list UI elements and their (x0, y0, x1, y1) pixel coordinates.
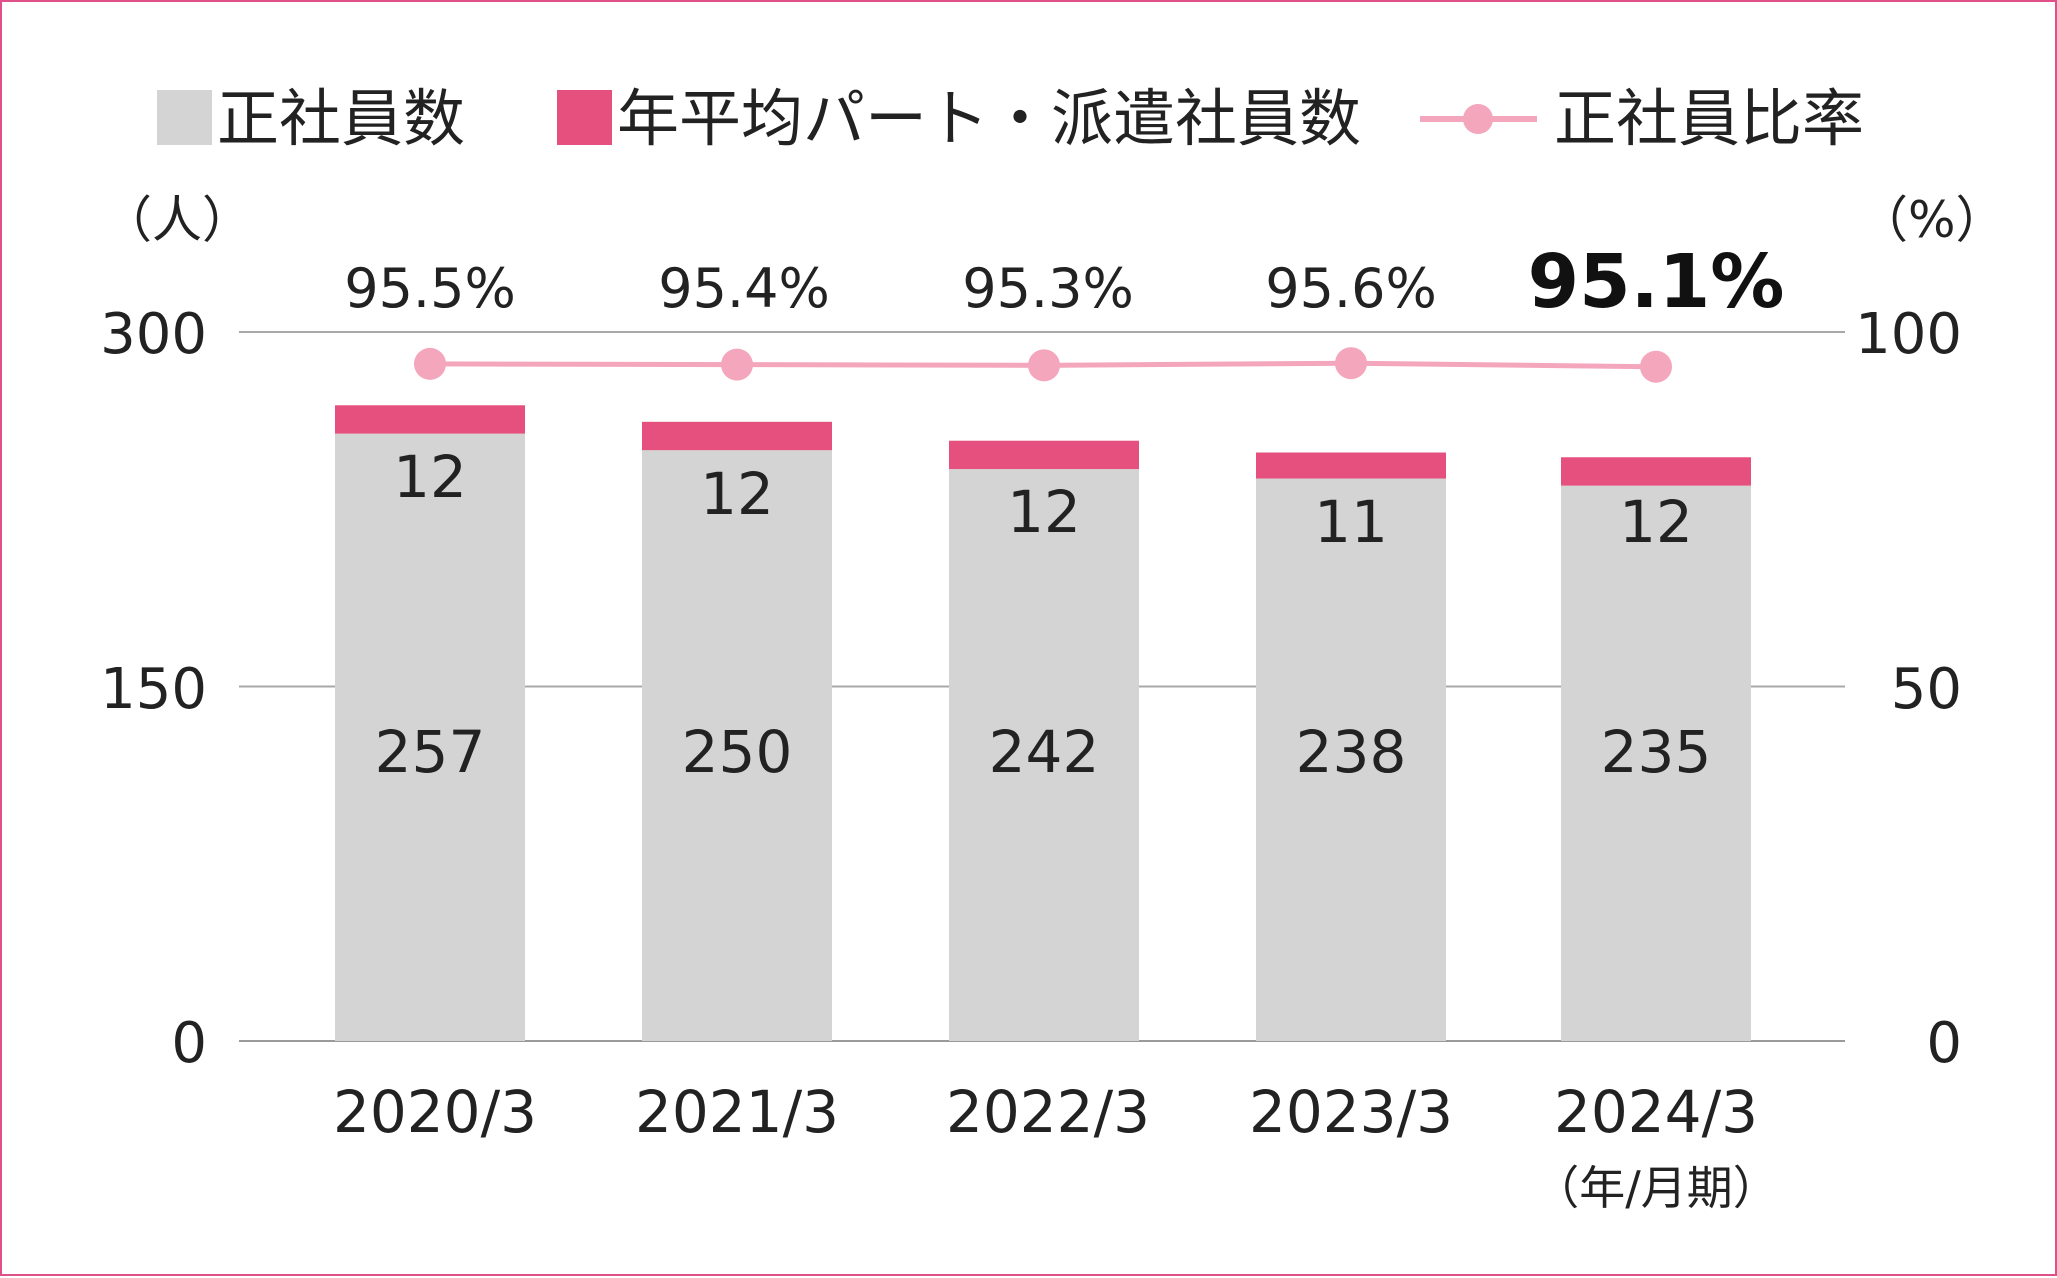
y-left-tick-0: 0 (171, 1011, 207, 1076)
bars (335, 405, 1751, 1042)
legend-marker-ratio (1463, 104, 1493, 134)
bar-fulltime-2021-3 (642, 450, 832, 1042)
value-label-fulltime-2022: 242 (989, 718, 1100, 786)
bar-value-labels: 257 250 242 238 235 12 12 12 11 12 (375, 443, 1712, 786)
bar-parttime-2022-3 (949, 440, 1139, 470)
ratio-label-2022: 95.3% (962, 257, 1134, 320)
ratio-labels: 95.5% 95.4% 95.3% 95.6% 95.1% (344, 239, 1784, 325)
bar-fulltime-2020-3 (335, 433, 525, 1042)
y-right-ticks: 100 50 0 (1855, 302, 1962, 1076)
bar-parttime-2024-3 (1561, 457, 1751, 486)
value-label-fulltime-2020: 257 (375, 718, 486, 786)
y-right-tick-100: 100 (1855, 302, 1962, 367)
bar-parttime-2021-3 (642, 421, 832, 451)
ratio-point-2020-3 (414, 347, 446, 380)
legend-label-parttime: 年平均パート・派遣社員数 (617, 82, 1361, 155)
y-right-unit: （%） (1858, 191, 2006, 249)
x-label-2022: 2022/3 (946, 1078, 1150, 1146)
y-left-ticks: 300 150 0 (100, 302, 207, 1076)
value-label-parttime-2023: 11 (1314, 488, 1388, 556)
ratio-point-2023-3 (1335, 347, 1367, 380)
ratio-label-2024: 95.1% (1528, 239, 1785, 325)
x-label-2023: 2023/3 (1249, 1078, 1453, 1146)
legend-swatch-fulltime (157, 90, 212, 145)
value-label-parttime-2020: 12 (393, 443, 467, 511)
bar-parttime-2023-3 (1256, 452, 1446, 479)
legend-label-ratio: 正社員比率 (1554, 82, 1864, 155)
value-label-fulltime-2024: 235 (1601, 718, 1712, 786)
y-left-unit: （人） (102, 191, 252, 249)
y-left-tick-300: 300 (100, 302, 207, 367)
x-label-2020: 2020/3 (333, 1078, 537, 1146)
ratio-label-2023: 95.6% (1265, 257, 1437, 320)
legend-swatch-parttime (557, 90, 612, 145)
x-label-2021: 2021/3 (635, 1078, 839, 1146)
bar-fulltime-2023-3 (1256, 478, 1446, 1041)
y-left-tick-150: 150 (100, 657, 207, 722)
value-label-fulltime-2021: 250 (682, 718, 793, 786)
value-label-fulltime-2023: 238 (1296, 718, 1407, 786)
y-right-tick-0: 0 (1926, 1011, 1962, 1076)
value-label-parttime-2022: 12 (1007, 478, 1081, 546)
bar-fulltime-2022-3 (949, 469, 1139, 1041)
x-axis-labels: 2020/3 2021/3 2022/3 2023/3 2024/3 （年/月期… (333, 1078, 1779, 1215)
ratio-point-2021-3 (721, 348, 753, 381)
ratio-label-2021: 95.4% (658, 257, 830, 320)
ratio-line-group (414, 347, 1672, 383)
value-label-parttime-2024: 12 (1619, 488, 1693, 556)
ratio-label-2020: 95.5% (344, 257, 516, 320)
legend-label-fulltime: 正社員数 (217, 82, 465, 155)
y-right-tick-50: 50 (1891, 657, 1962, 722)
ratio-point-2022-3 (1028, 349, 1060, 382)
bar-parttime-2020-3 (335, 405, 525, 434)
legend: 正社員数 年平均パート・派遣社員数 正社員比率 (157, 82, 1864, 155)
x-period-note: （年/月期） (1533, 1161, 1779, 1215)
x-label-2024: 2024/3 (1554, 1078, 1758, 1146)
value-label-parttime-2021: 12 (700, 460, 774, 528)
ratio-point-2024-3 (1640, 350, 1672, 383)
bar-fulltime-2024-3 (1561, 485, 1751, 1041)
